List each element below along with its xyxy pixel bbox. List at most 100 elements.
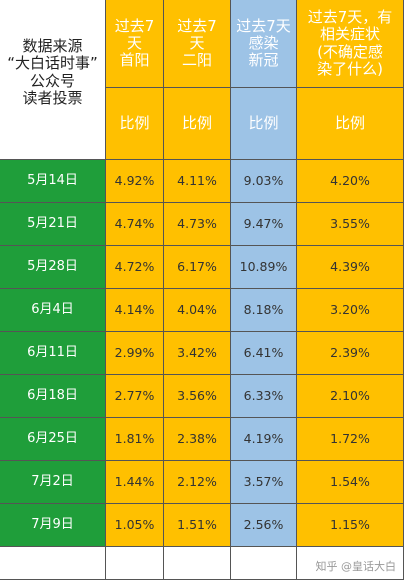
source-line: “大白话时事” xyxy=(7,54,98,73)
value-text: 1.54% xyxy=(330,473,370,489)
value-cell: 4.11% xyxy=(164,160,231,203)
value-cell: 2.99% xyxy=(106,332,164,375)
value-text: 4.11% xyxy=(177,172,217,188)
value-cell: 3.56% xyxy=(164,375,231,418)
subheader-cell: 比例 xyxy=(106,88,164,160)
value-text: 4.20% xyxy=(330,172,370,188)
header-line: 感染 xyxy=(248,33,279,52)
header-line: 相关症状 xyxy=(319,25,380,44)
value-cell: 3.20% xyxy=(297,289,404,332)
value-text: 1.44% xyxy=(114,473,155,489)
source-line: 数据来源 xyxy=(22,37,83,55)
header-line: 过去7 xyxy=(114,16,155,35)
date-text: 6月11日 xyxy=(27,344,78,360)
value-cell: 4.39% xyxy=(297,246,404,289)
value-cell: 3.42% xyxy=(164,332,231,375)
value-text: 2.56% xyxy=(243,516,284,532)
value-text: 1.81% xyxy=(114,430,155,446)
value-cell: 3.55% xyxy=(297,203,404,246)
date-cell: 6月18日 xyxy=(0,375,106,418)
header-line: 染了什么) xyxy=(317,59,383,78)
value-cell: 2.10% xyxy=(297,375,404,418)
value-text: 6.41% xyxy=(243,344,284,360)
value-text: 4.14% xyxy=(114,301,155,317)
header-line: 过去7天，有 xyxy=(307,8,393,26)
date-text: 6月25日 xyxy=(27,430,78,446)
value-cell: 9.03% xyxy=(231,160,297,203)
date-cell: 5月21日 xyxy=(0,203,106,246)
date-text: 6月18日 xyxy=(27,387,78,403)
value-text: 4.72% xyxy=(114,258,155,274)
value-cell: 9.47% xyxy=(231,203,297,246)
date-text: 5月14日 xyxy=(27,172,78,188)
date-cell: 6月4日 xyxy=(0,289,106,332)
header-line: 首阳 xyxy=(119,51,150,70)
value-text: 10.89% xyxy=(239,258,288,274)
value-text: 2.77% xyxy=(114,387,155,403)
value-cell: 4.14% xyxy=(106,289,164,332)
value-cell: 1.15% xyxy=(297,504,404,547)
subheader-text: 比例 xyxy=(181,113,212,132)
value-text: 2.10% xyxy=(330,387,370,403)
date-cell: 7月2日 xyxy=(0,461,106,504)
header-line: 新冠 xyxy=(248,51,279,70)
subheader-text: 比例 xyxy=(334,113,365,132)
value-cell: 2.39% xyxy=(297,332,404,375)
column-header: 过去7天，有 相关症状 (不确定感 染了什么) xyxy=(297,0,404,88)
value-text: 9.03% xyxy=(243,172,284,188)
value-cell: 6.41% xyxy=(231,332,297,375)
subheader-text: 比例 xyxy=(119,113,150,132)
value-cell: 2.77% xyxy=(106,375,164,418)
value-cell: 4.72% xyxy=(106,246,164,289)
value-text: 4.74% xyxy=(114,215,155,231)
column-header: 过去7 天二阳 xyxy=(164,0,231,88)
value-cell: 4.73% xyxy=(164,203,231,246)
source-line: 公众号 xyxy=(29,71,75,90)
value-text: 2.39% xyxy=(330,344,370,360)
value-cell: 1.51% xyxy=(164,504,231,547)
value-text: 2.12% xyxy=(177,473,217,489)
date-text: 7月2日 xyxy=(31,473,74,489)
header-line: 过去7天 xyxy=(236,16,291,35)
header-line: (不确定感 xyxy=(317,42,383,61)
value-cell: 4.92% xyxy=(106,160,164,203)
source-cell: 数据来源 “大白话时事” 公众号 读者投票 xyxy=(0,0,106,160)
header-line: 过去7 xyxy=(177,16,217,35)
header-line: 二阳 xyxy=(181,51,212,70)
date-cell: 6月25日 xyxy=(0,418,106,461)
value-cell: 1.44% xyxy=(106,461,164,504)
date-text: 7月9日 xyxy=(31,516,74,532)
value-text: 3.57% xyxy=(243,473,284,489)
value-cell: 2.56% xyxy=(231,504,297,547)
date-cell: 5月28日 xyxy=(0,246,106,289)
date-text: 5月21日 xyxy=(27,215,78,231)
value-cell: 4.19% xyxy=(231,418,297,461)
value-cell: 1.05% xyxy=(106,504,164,547)
header-line: 天 xyxy=(126,33,142,52)
value-text: 4.19% xyxy=(243,430,284,446)
value-text: 2.38% xyxy=(177,430,217,446)
value-cell: 4.04% xyxy=(164,289,231,332)
date-cell: 6月11日 xyxy=(0,332,106,375)
value-text: 3.42% xyxy=(177,344,217,360)
subheader-cell: 比例 xyxy=(297,88,404,160)
value-text: 8.18% xyxy=(243,301,284,317)
value-text: 6.33% xyxy=(243,387,284,403)
subheader-text: 比例 xyxy=(248,113,279,132)
empty-cell xyxy=(106,547,164,580)
value-cell: 4.74% xyxy=(106,203,164,246)
empty-cell xyxy=(0,547,106,580)
source-line: 读者投票 xyxy=(22,88,83,107)
value-cell: 1.81% xyxy=(106,418,164,461)
date-cell: 5月14日 xyxy=(0,160,106,203)
value-text: 6.17% xyxy=(177,258,217,274)
value-text: 1.51% xyxy=(177,516,217,532)
empty-cell xyxy=(231,547,297,580)
column-header: 过去7天 感染 新冠 xyxy=(231,0,297,88)
column-header: 过去7 天首阳 xyxy=(106,0,164,88)
empty-cell xyxy=(297,547,404,580)
date-cell: 7月9日 xyxy=(0,504,106,547)
value-cell: 3.57% xyxy=(231,461,297,504)
value-cell: 1.72% xyxy=(297,418,404,461)
